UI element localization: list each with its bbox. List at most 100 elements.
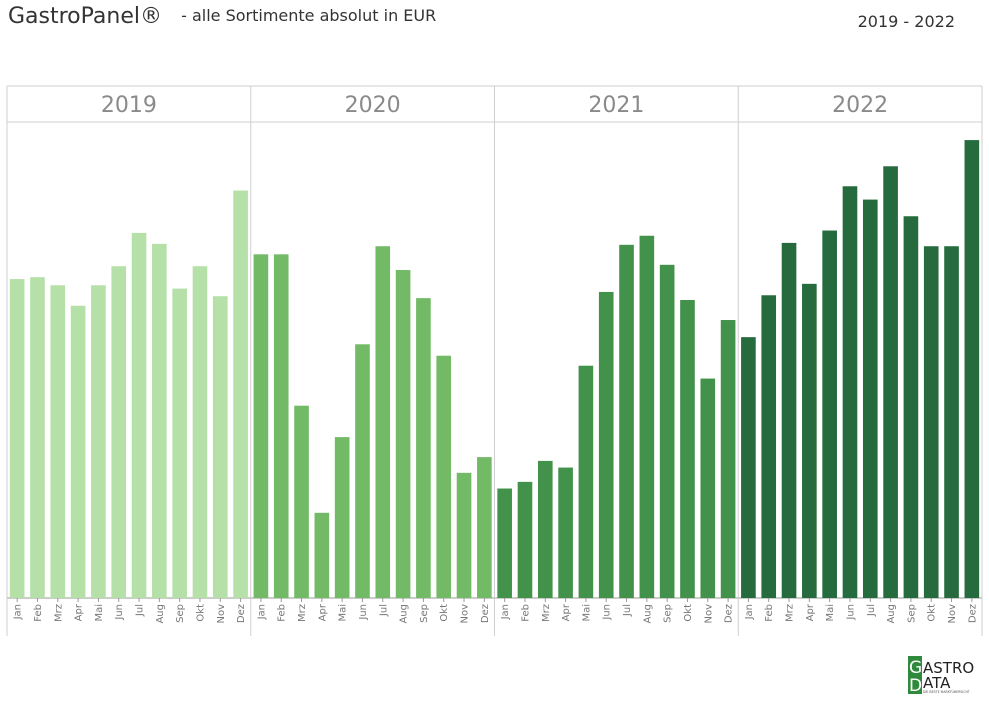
x-tick-label: Feb xyxy=(33,604,44,622)
bar xyxy=(720,320,736,598)
x-tick-label: Okt xyxy=(439,604,450,622)
bar xyxy=(802,283,817,598)
bar xyxy=(700,378,716,598)
chart-title: GastroPanel® - alle Sortimente absolut i… xyxy=(8,4,436,29)
bar xyxy=(639,235,655,598)
bar xyxy=(619,244,634,598)
x-tick-label: Jan xyxy=(744,604,755,620)
x-tick-label: Sep xyxy=(175,604,186,623)
x-tick-label: Jul xyxy=(378,604,389,617)
x-tick-label: Okt xyxy=(683,604,694,622)
bar xyxy=(91,285,106,598)
bar xyxy=(395,270,411,598)
x-tick-label: Sep xyxy=(663,604,674,623)
x-tick-label: Aug xyxy=(886,604,897,624)
bar xyxy=(192,266,208,598)
x-tick-label: Jan xyxy=(13,604,24,620)
bar xyxy=(517,481,533,598)
bar xyxy=(578,365,594,598)
x-tick-label: Feb xyxy=(520,604,531,622)
bar xyxy=(822,230,837,598)
x-tick-label: Feb xyxy=(764,604,775,622)
bar xyxy=(537,460,553,598)
bar xyxy=(883,166,898,598)
bar xyxy=(842,186,858,598)
logo-line2: ATA xyxy=(923,674,951,692)
x-tick-label: Jul xyxy=(622,604,633,617)
bar xyxy=(964,140,980,598)
x-tick-label: Sep xyxy=(906,604,917,623)
x-tick-label: Feb xyxy=(277,604,288,622)
bar xyxy=(233,190,248,599)
logo-line1: ASTRO xyxy=(923,659,974,677)
bar xyxy=(355,344,370,598)
logo-tagline: DIE BESTE MARKTÜBERSICHT xyxy=(923,689,970,694)
x-tick-label: Apr xyxy=(805,603,816,621)
bar xyxy=(659,264,675,598)
bar xyxy=(375,246,391,599)
chart-subtitle: - alle Sortimente absolut in EUR xyxy=(181,6,437,25)
x-tick-label: Mrz xyxy=(297,604,308,622)
bar xyxy=(111,266,127,598)
bar xyxy=(416,298,431,598)
bar xyxy=(477,457,492,598)
bar xyxy=(598,291,614,598)
x-tick-label: Mrz xyxy=(541,604,552,622)
panel-year-label: 2020 xyxy=(345,93,401,118)
x-tick-label: Nov xyxy=(216,604,227,624)
x-tick-label: Okt xyxy=(195,604,206,622)
x-tick-label: Jun xyxy=(114,604,125,621)
bar xyxy=(680,300,695,598)
bar xyxy=(436,355,452,598)
x-tick-label: Dez xyxy=(236,604,247,623)
x-tick-label: Okt xyxy=(927,604,938,622)
x-tick-label: Jun xyxy=(602,604,613,621)
gastrodata-logo: G D ASTRO ATA DIE BESTE MARKTÜBERSICHT xyxy=(908,656,974,694)
x-tick-label: Dez xyxy=(480,604,491,623)
x-tick-label: Mai xyxy=(338,604,349,622)
bar xyxy=(131,232,147,598)
x-tick-label: Mrz xyxy=(53,604,64,622)
x-tick-label: Apr xyxy=(317,603,328,621)
x-tick-label: Apr xyxy=(74,603,85,621)
x-tick-label: Aug xyxy=(155,604,166,624)
bar xyxy=(862,199,878,598)
x-tick-label: Jan xyxy=(500,604,511,620)
bar xyxy=(314,512,330,598)
x-tick-label: Nov xyxy=(460,604,471,624)
x-tick-label: Jun xyxy=(358,604,369,621)
x-tick-label: Jun xyxy=(845,604,856,621)
x-tick-label: Nov xyxy=(947,604,958,624)
svg-text:D: D xyxy=(909,676,922,694)
bar xyxy=(781,242,797,598)
bar xyxy=(761,295,777,598)
x-tick-label: Apr xyxy=(561,603,572,621)
x-tick-label: Sep xyxy=(419,604,430,623)
bar xyxy=(70,305,86,598)
x-tick-label: Mrz xyxy=(785,604,796,622)
x-tick-label: Aug xyxy=(399,604,410,624)
panel-year-label: 2022 xyxy=(832,93,888,118)
bar xyxy=(923,246,939,599)
bar xyxy=(456,472,472,598)
svg-text:G: G xyxy=(909,658,922,678)
bar xyxy=(152,243,167,599)
bar xyxy=(294,405,309,598)
x-tick-label: Nov xyxy=(703,604,714,624)
bar xyxy=(172,288,187,598)
bar xyxy=(944,246,959,599)
bar xyxy=(558,467,573,598)
x-tick-label: Dez xyxy=(967,604,978,623)
brand-name: GastroPanel® xyxy=(8,4,162,29)
bar xyxy=(50,285,66,598)
x-tick-label: Jan xyxy=(256,604,267,620)
x-tick-label: Mai xyxy=(94,604,105,622)
x-tick-label: Mai xyxy=(825,604,836,622)
bar xyxy=(903,216,919,598)
bar xyxy=(253,254,269,598)
bar xyxy=(741,337,756,598)
x-tick-label: Aug xyxy=(642,604,653,624)
bar xyxy=(9,279,25,598)
bar xyxy=(212,296,228,598)
